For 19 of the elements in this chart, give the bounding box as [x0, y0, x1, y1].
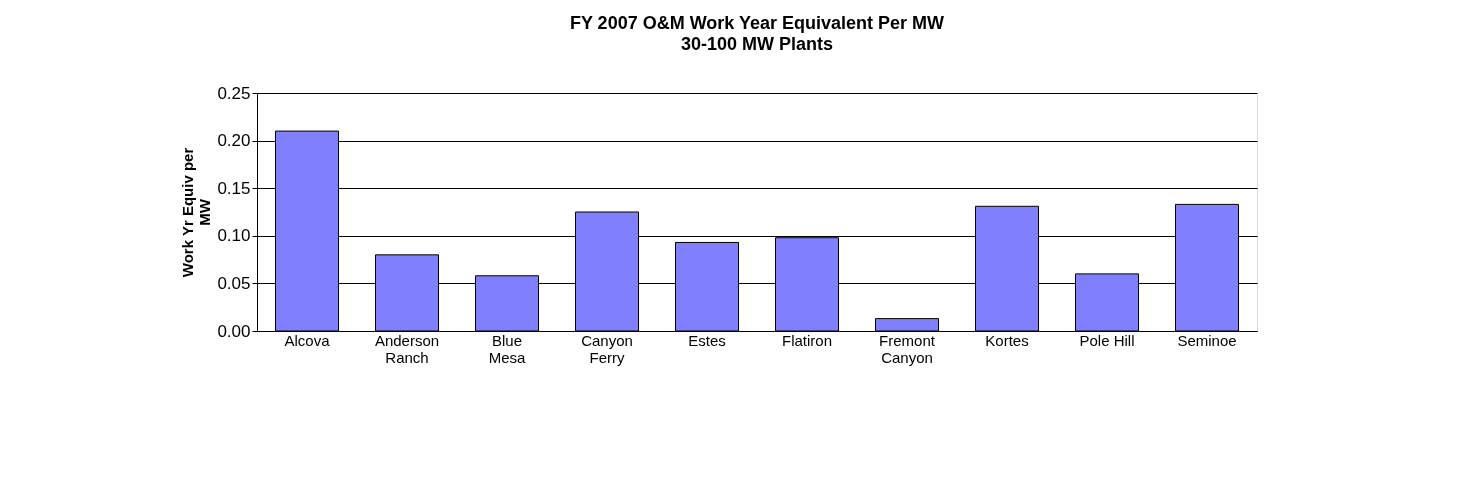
y-tick-label: 0.10 [217, 226, 251, 246]
y-tick-label: 0.20 [217, 131, 251, 151]
chart-subtitle: 30-100 MW Plants [680, 34, 834, 54]
chart-title: FY 2007 O&M Work Year Equivalent Per MW [569, 13, 945, 33]
x-tick-label: Estes [688, 331, 726, 349]
y-axis-title: Work Yr Equiv per MW [179, 147, 214, 278]
x-tick-label: Fremont Canyon [879, 331, 936, 366]
x-tick-label: Pole Hill [1079, 331, 1135, 349]
y-tick-label: 0.25 [217, 83, 251, 103]
y-tick-label: 0.15 [217, 178, 251, 198]
y-tick-label: 0.05 [217, 273, 251, 293]
y-tick-label: 0.00 [217, 321, 251, 341]
x-tick-label: Flatiron [781, 331, 833, 349]
x-tick-label: Anderson Ranch [374, 331, 440, 366]
x-tick-label: Blue Mesa [488, 331, 526, 366]
x-tick-label: Seminoe [1177, 331, 1237, 349]
x-tick-label: Kortes [985, 331, 1029, 349]
x-tick-label: Canyon Ferry [581, 331, 633, 366]
x-tick-label: Alcova [284, 331, 331, 349]
